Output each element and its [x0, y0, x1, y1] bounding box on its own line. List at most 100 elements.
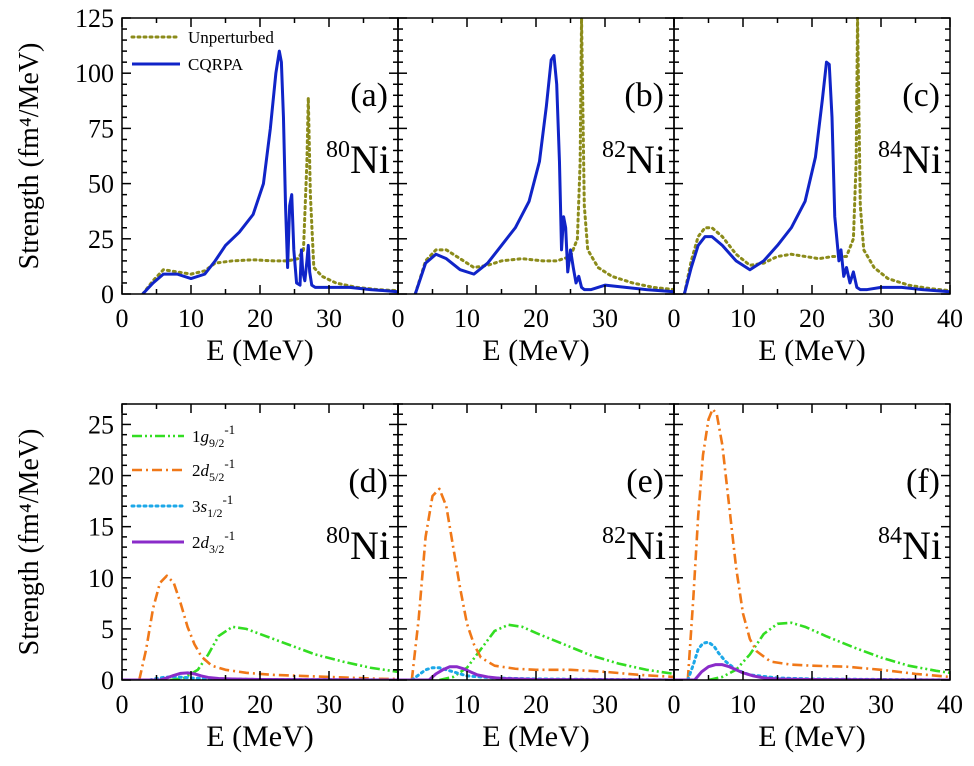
panel-b-series [413, 17, 674, 294]
nucleus-mass: 84 [878, 137, 902, 163]
y-tick-label: 10 [88, 564, 114, 593]
x-tick-label: 0 [392, 304, 405, 333]
series-line-a-0 [141, 95, 398, 294]
series-line-b-0 [413, 17, 674, 294]
panel-tag: (f) [906, 463, 940, 500]
legend-orbital-l: s [201, 497, 208, 516]
x-tick-label: 30 [592, 304, 618, 333]
nucleus-symbol: Ni [350, 523, 390, 568]
legend-orbital-l: d [201, 533, 210, 552]
y-tick-label: 0 [101, 666, 114, 695]
x-tick-label: 20 [247, 304, 273, 333]
legend-orbital-exp: -1 [224, 528, 235, 543]
nucleus-label: 84Ni [878, 137, 942, 182]
panel-tag: (d) [348, 463, 388, 500]
x-tick-label: 0 [392, 690, 405, 719]
y-tick-label: 75 [88, 114, 114, 143]
series-line-d-1 [137, 574, 398, 680]
legend-orbital-exp: -1 [224, 456, 235, 471]
legend-orbital-exp: -1 [222, 492, 233, 507]
nucleus-symbol: Ni [350, 137, 390, 182]
x-tick-label: 10 [454, 690, 480, 719]
x-tick-label: 10 [730, 304, 756, 333]
series-line-a-1 [141, 49, 398, 294]
legend-orbital-exp: -1 [224, 422, 235, 437]
panel-d-series [122, 574, 398, 680]
panel-c-series [682, 17, 950, 294]
series-line-e-1 [410, 487, 674, 680]
legend-label: 2d3/2-1 [192, 528, 235, 556]
x-axis-label: E (MeV) [482, 720, 589, 753]
x-tick-label: 10 [178, 304, 204, 333]
panel-tag: (e) [626, 463, 664, 500]
x-tick-label: 30 [868, 690, 894, 719]
series-line-c-1 [682, 60, 950, 294]
x-axis-label: E (MeV) [758, 720, 865, 753]
series-line-f-1 [686, 407, 950, 680]
y-tick-label: 20 [88, 462, 114, 491]
panel-a-series [141, 49, 398, 294]
nucleus-symbol: Ni [626, 523, 666, 568]
x-tick-label: 20 [799, 304, 825, 333]
x-tick-label: 20 [799, 690, 825, 719]
x-axis-label: E (MeV) [206, 334, 313, 367]
legend-orbital-n: 1 [192, 427, 201, 446]
nucleus-mass: 80 [326, 523, 350, 549]
x-tick-label: 20 [523, 304, 549, 333]
x-tick-label: 10 [454, 304, 480, 333]
x-tick-label: 0 [116, 690, 129, 719]
nucleus-symbol: Ni [902, 523, 942, 568]
y-tick-label: 25 [88, 225, 114, 254]
y-tick-label: 100 [75, 59, 114, 88]
x-tick-label: 0 [116, 304, 129, 333]
panel-tag: (a) [350, 77, 388, 114]
series-line-e-0 [439, 623, 674, 680]
nucleus-label: 82Ni [602, 137, 666, 182]
x-axis-label: E (MeV) [758, 334, 865, 367]
x-tick-label: 30 [592, 690, 618, 719]
x-tick-label: 30 [868, 304, 894, 333]
legend-orbital-j: 5/2 [209, 470, 224, 484]
series-line-c-0 [682, 17, 950, 294]
x-tick-label: 0 [668, 690, 681, 719]
nucleus-mass: 82 [602, 523, 626, 549]
legend-label: Unperturbed [188, 28, 274, 47]
legend-orbital-j: 9/2 [209, 436, 224, 450]
panel-e-series [398, 487, 674, 680]
y-tick-label: 25 [88, 410, 114, 439]
x-axis-label: E (MeV) [482, 334, 589, 367]
x-tick-label: 30 [316, 304, 342, 333]
nucleus-label: 84Ni [878, 523, 942, 568]
x-tick-label: 20 [247, 690, 273, 719]
legend-label: 2d5/2-1 [192, 456, 235, 484]
panel-tag: (c) [902, 77, 940, 114]
legend-orbital-l: g [201, 427, 210, 446]
legend-label: CQRPA [188, 55, 244, 74]
y-tick-label: 125 [75, 4, 114, 33]
legend-label: 3s1/2-1 [192, 492, 233, 520]
axes-layer [121, 17, 951, 681]
y-tick-label: 50 [88, 170, 114, 199]
nucleus-label: 82Ni [602, 523, 666, 568]
legend-orbital-n: 3 [192, 497, 201, 516]
x-tick-label: 20 [523, 690, 549, 719]
x-tick-label: 30 [316, 690, 342, 719]
legend-label: 1g9/2-1 [192, 422, 235, 450]
y-axis-label: Strength (fm⁴/MeV) [14, 429, 45, 656]
nucleus-label: 80Ni [326, 137, 390, 182]
x-tick-label: 10 [178, 690, 204, 719]
legend-top: Unperturbed CQRPA [130, 28, 274, 74]
y-tick-label: 15 [88, 513, 114, 542]
nucleus-symbol: Ni [902, 137, 942, 182]
legend-orbital-j: 3/2 [209, 542, 224, 556]
x-axis-label: E (MeV) [206, 720, 313, 753]
y-tick-label: 5 [101, 615, 114, 644]
panel-tag: (b) [624, 77, 664, 114]
y-axis-label: Strength (fm⁴/MeV) [14, 43, 45, 270]
x-tick-label: 10 [730, 690, 756, 719]
x-tick-label: 40 [937, 304, 963, 333]
legend-orbital-n: 2 [192, 461, 201, 480]
